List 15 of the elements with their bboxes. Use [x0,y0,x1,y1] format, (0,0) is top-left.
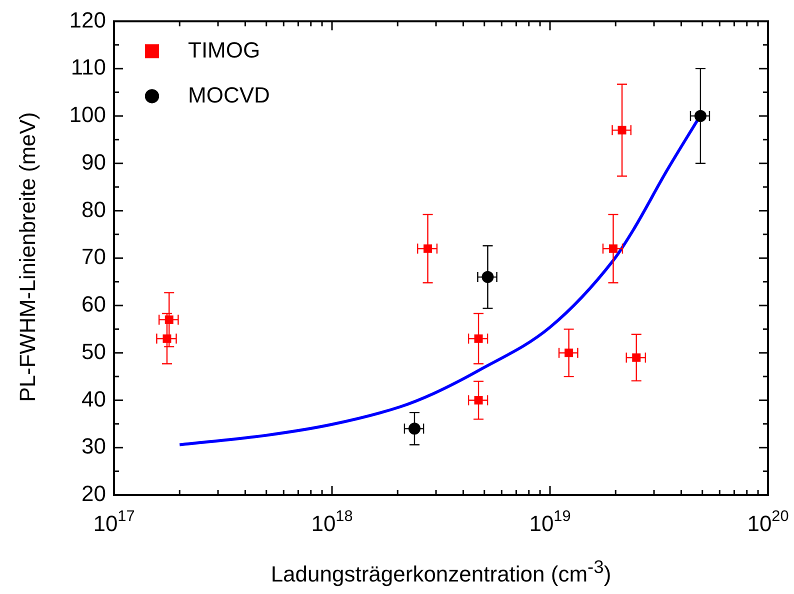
y-tick-label: 70 [82,244,106,270]
y-tick-label: 110 [70,54,106,80]
y-tick-label: 60 [82,292,106,317]
y-tick-label: 90 [82,149,106,174]
y-tick-label: 40 [82,386,106,412]
legend-label: MOCVD [188,82,270,108]
y-tick-label: 120 [69,7,106,32]
y-axis-title: PL-FWHM-Linienbreite (meV) [15,112,41,402]
y-tick-label: 80 [82,196,106,222]
x-axis-title: Ladungsträgerkonzentration (cm$^{-3}$) [270,556,612,588]
y-tick-label: 100 [69,102,106,128]
y-tick-label: 30 [82,434,106,459]
y-tick-label: 20 [82,481,106,506]
legend-label: TIMOG [188,37,260,62]
y-tick-label: 50 [82,338,106,364]
